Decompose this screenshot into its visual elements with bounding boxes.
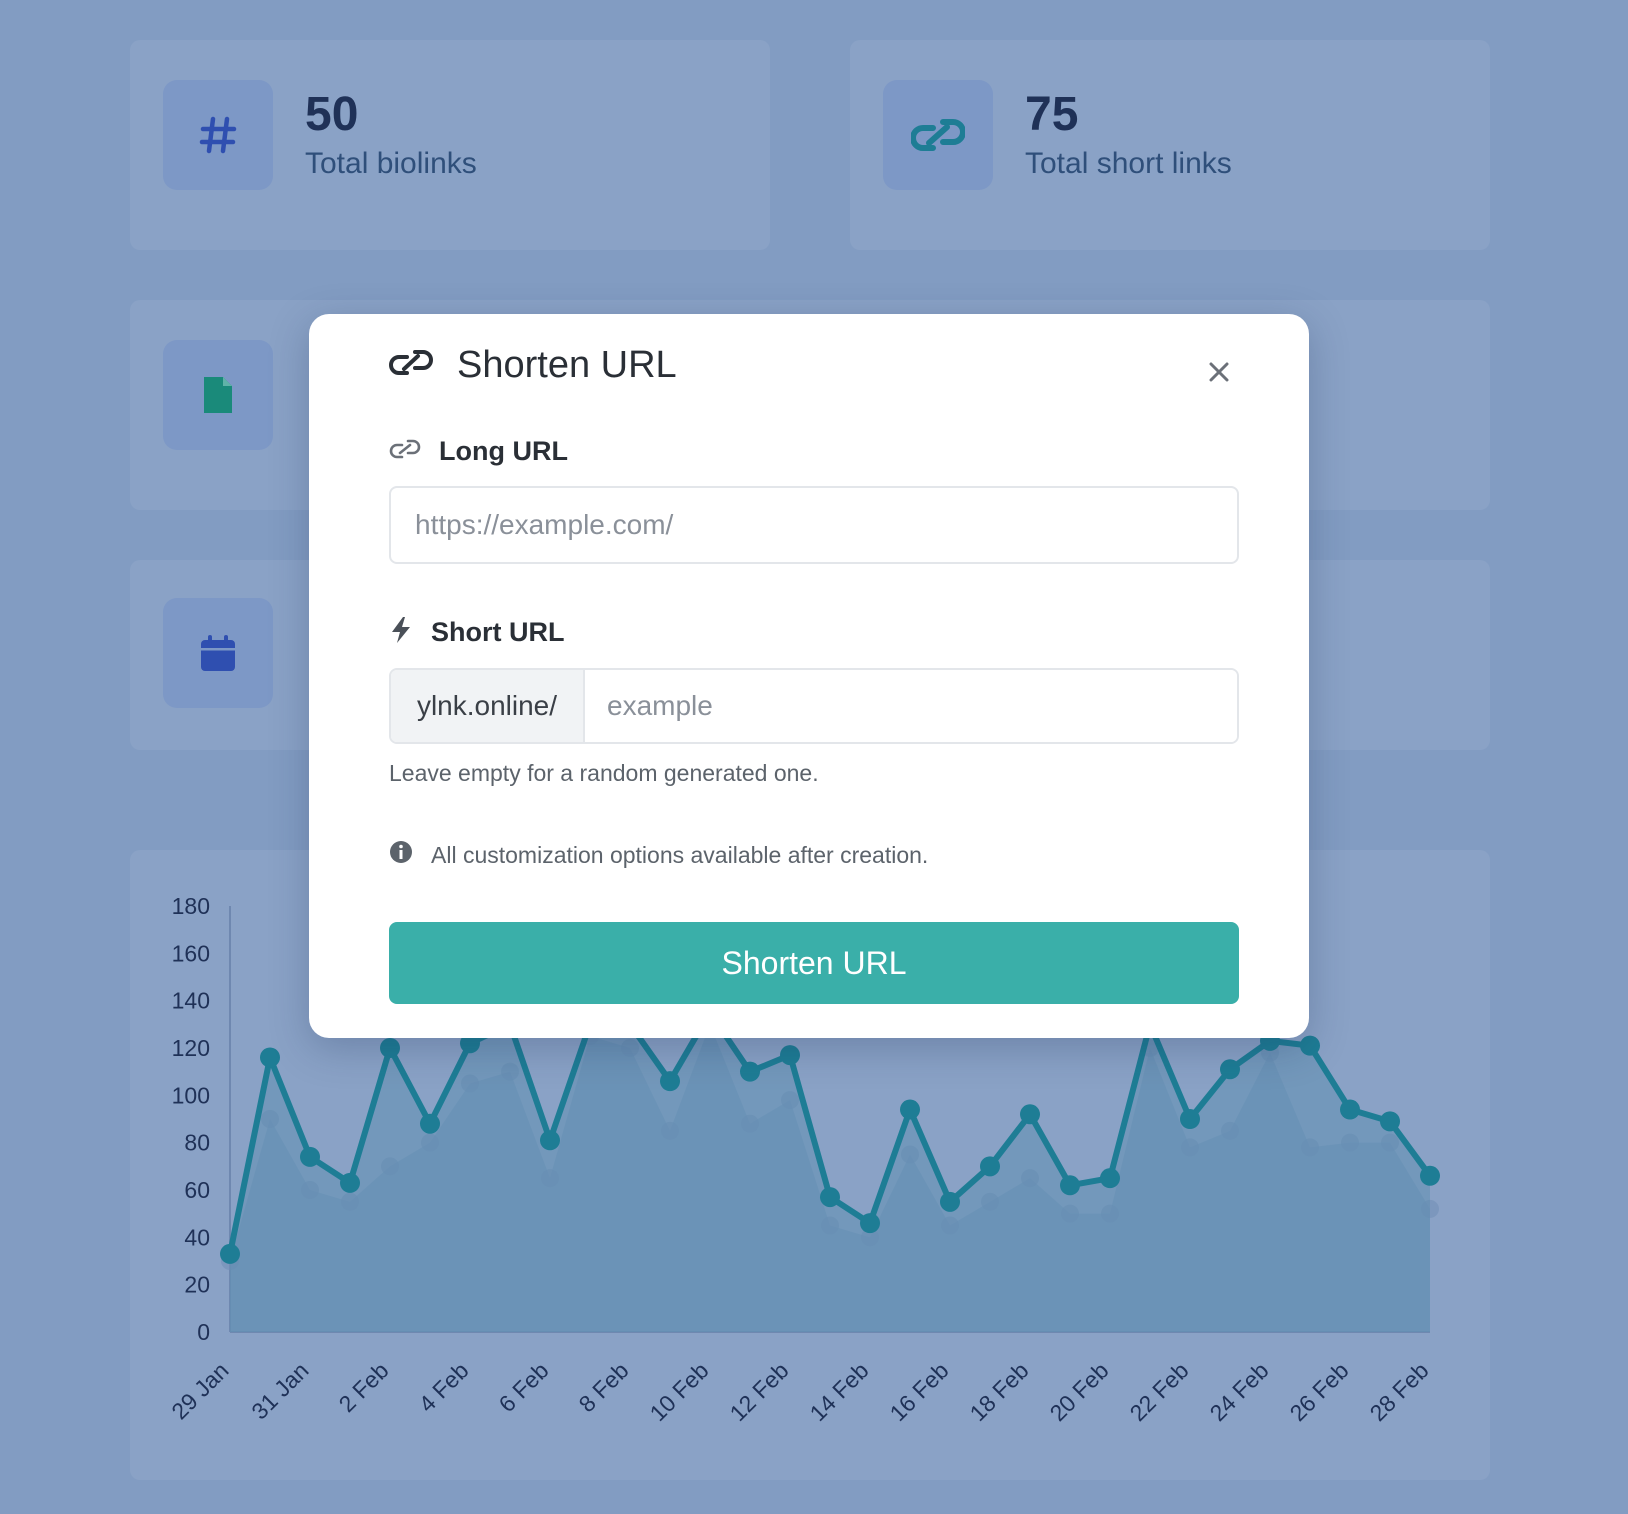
stat-value: 75: [1025, 87, 1079, 141]
short-url-input-group: ylnk.online/: [389, 668, 1239, 744]
y-tick-label: 180: [172, 893, 210, 919]
calendar-icon: [163, 598, 273, 708]
series-area-primary: [230, 1012, 1430, 1332]
info-note: All customization options available afte…: [389, 840, 928, 870]
shorten-url-modal: Shorten URL Long URL: [309, 314, 1309, 1038]
data-point: [1220, 1059, 1240, 1080]
data-point: [1020, 1104, 1040, 1125]
y-tick-label: 40: [184, 1224, 210, 1250]
modal-header: Shorten URL: [389, 344, 677, 387]
x-tick-label: 10 Feb: [645, 1357, 714, 1426]
short-url-input[interactable]: [585, 670, 1237, 742]
y-tick-label: 60: [184, 1177, 210, 1203]
short-url-label-text: Short URL: [431, 617, 565, 647]
long-url-input[interactable]: [389, 486, 1239, 564]
y-tick-label: 160: [172, 940, 210, 966]
x-tick-label: 14 Feb: [805, 1357, 874, 1426]
data-point: [1060, 1175, 1080, 1196]
x-tick-label: 29 Jan: [166, 1357, 233, 1424]
data-point: [1180, 1109, 1200, 1129]
x-tick-label: 18 Feb: [965, 1357, 1034, 1426]
data-point: [1100, 1168, 1120, 1189]
y-tick-label: 100: [172, 1082, 210, 1108]
data-point: [1300, 1035, 1320, 1056]
close-icon: [1209, 362, 1229, 382]
x-tick-label: 22 Feb: [1125, 1357, 1194, 1426]
bolt-icon: [389, 616, 413, 649]
y-tick-label: 0: [197, 1319, 210, 1345]
data-point: [260, 1047, 280, 1068]
data-point: [940, 1191, 960, 1212]
shorten-url-submit-button[interactable]: Shorten URL: [389, 922, 1239, 1004]
hash-icon: [163, 80, 273, 190]
link-icon: [389, 346, 433, 385]
info-icon: [389, 840, 413, 870]
short-url-label: Short URL: [389, 616, 564, 649]
x-tick-label: 31 Jan: [246, 1357, 313, 1424]
y-tick-label: 20: [184, 1272, 210, 1298]
data-point: [540, 1130, 560, 1151]
long-url-label: Long URL: [389, 436, 568, 467]
file-icon: [163, 340, 273, 450]
short-url-prefix: ylnk.online/: [391, 670, 585, 742]
y-tick-label: 140: [172, 988, 210, 1014]
link-icon: [389, 437, 421, 466]
data-point: [1380, 1111, 1400, 1132]
x-tick-label: 12 Feb: [725, 1357, 794, 1426]
x-tick-label: 2 Feb: [334, 1357, 394, 1417]
stat-label: Total short links: [1025, 147, 1232, 181]
info-text: All customization options available afte…: [431, 841, 929, 868]
x-tick-label: 28 Feb: [1365, 1357, 1434, 1426]
data-point: [660, 1071, 680, 1092]
stat-label: Total biolinks: [305, 147, 477, 181]
data-point: [420, 1113, 440, 1134]
link-icon: [883, 80, 993, 190]
clicks-chart: 0 20 40 60 80 100 120 140 160 180 29 Jan 31 Jan 2 Fe…: [166, 893, 1440, 1426]
x-tick-label: 4 Feb: [414, 1357, 474, 1417]
x-tick-label: 20 Feb: [1045, 1357, 1114, 1426]
x-tick-label: 6 Feb: [494, 1357, 554, 1417]
x-tick-label: 8 Feb: [574, 1357, 634, 1417]
modal-title: Shorten URL: [457, 344, 677, 386]
short-url-help-text: Leave empty for a random generated one.: [389, 760, 819, 786]
data-point: [1340, 1099, 1360, 1120]
data-point: [980, 1156, 1000, 1177]
x-tick-label: 16 Feb: [885, 1357, 954, 1426]
stat-biolinks: 50 Total biolinks: [163, 80, 477, 190]
data-point: [340, 1172, 360, 1193]
x-tick-label: 26 Feb: [1285, 1357, 1354, 1426]
close-button[interactable]: [1201, 354, 1237, 390]
data-point: [780, 1045, 800, 1066]
stat-short-links: 75 Total short links: [883, 80, 1232, 190]
stat-value: 50: [305, 87, 359, 141]
data-point: [300, 1146, 320, 1167]
data-point: [820, 1187, 840, 1208]
long-url-label-text: Long URL: [439, 436, 568, 466]
y-tick-label: 120: [172, 1035, 210, 1061]
data-point: [740, 1061, 760, 1082]
data-point: [1420, 1165, 1440, 1186]
data-point: [380, 1038, 400, 1058]
x-tick-label: 24 Feb: [1205, 1357, 1274, 1426]
data-point: [460, 1033, 480, 1054]
data-point: [900, 1099, 920, 1120]
data-point: [860, 1213, 880, 1234]
data-point: [220, 1243, 240, 1264]
y-tick-label: 80: [184, 1130, 210, 1156]
